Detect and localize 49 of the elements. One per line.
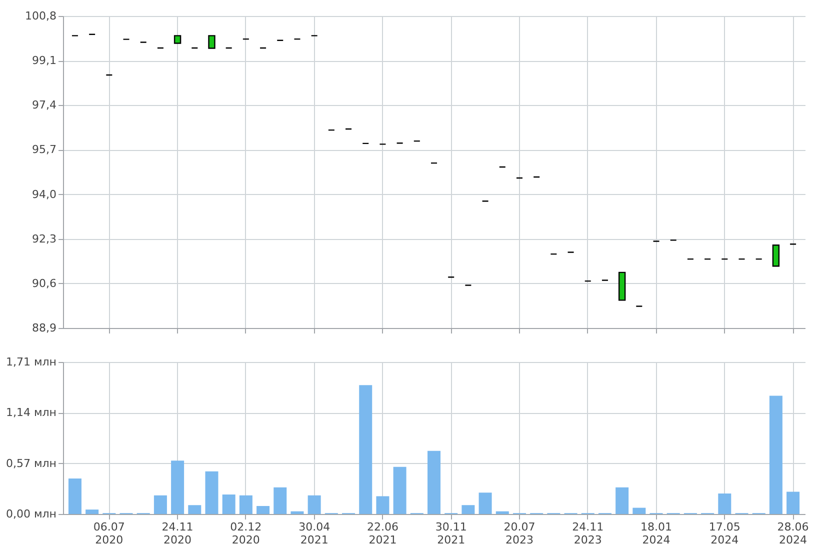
candlestick [208,35,216,49]
x-tick-label: 17.05 2024 [708,520,740,546]
bar [308,495,321,514]
bar [616,487,629,514]
bar [632,508,646,514]
y-tick-label: 1,14 млн [6,406,56,420]
x-tick-label: 02.12 2020 [230,520,262,546]
bar [256,506,270,514]
bar [786,492,800,514]
y-tick-label: 100,8 [25,10,56,22]
bar [68,478,82,514]
bar [154,495,167,514]
bar [290,511,304,514]
x-tick-label: 24.11 2020 [162,520,194,546]
y-tick-label: 90,6 [32,276,56,290]
bar [222,494,236,514]
x-tick-label: 24.11 2023 [572,520,604,546]
y-tick-label: 99,1 [32,54,56,68]
x-tick-label: 22.06 2021 [366,520,398,546]
bar [393,466,406,514]
bar [205,471,218,514]
bar [462,505,475,514]
bar [769,396,782,514]
bar [428,450,440,514]
x-tick-label: 20.07 2023 [504,520,536,546]
bar [188,505,202,514]
y-tick-label: 95,7 [32,143,56,156]
y-tick-label: 88,9 [32,322,56,334]
x-tick-label: 18.01 2024 [640,520,672,546]
bar [376,496,390,514]
y-tick-label: 0,00 млн [6,508,56,520]
x-tick-label: 30.11 2021 [435,520,467,546]
x-tick-label: 30.04 2021 [298,520,330,546]
y-tick-label: 1,71 млн [6,356,56,368]
candlestick [772,244,780,267]
bar [718,494,732,514]
y-tick-label: 97,4 [32,98,56,112]
y-tick-label: 94,0 [32,188,56,201]
bar [171,460,184,514]
bar [239,495,252,514]
x-tick-label: 28.06 2024 [777,520,809,546]
bar [359,385,372,514]
bar [86,510,99,514]
bar [496,511,509,514]
x-tick-label: 06.07 2020 [93,520,125,546]
y-tick-label: 92,3 [32,232,56,246]
y-tick-label: 0,57 млн [6,456,56,470]
bar [274,487,287,514]
bar [478,492,492,514]
